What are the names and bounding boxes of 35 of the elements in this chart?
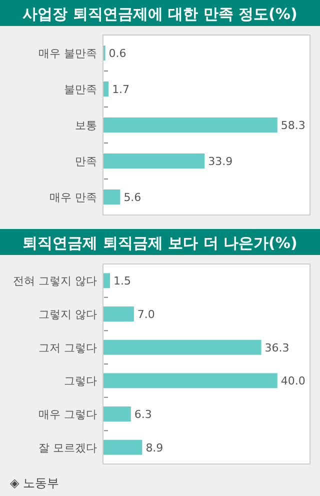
bar [104, 154, 205, 168]
y-tick-label: 그저 그렇다 [38, 341, 97, 354]
chart-title: 사업장 퇴직연금제에 대한 만족 정도(%) [22, 5, 298, 23]
data-label: 40.0 [280, 374, 306, 388]
y-tick-label: 그렇다 [64, 374, 97, 388]
y-tick-label: 보통 [75, 119, 97, 132]
y-tick-label: 매우 불만족 [38, 47, 97, 60]
data-label: 7.0 [137, 308, 155, 321]
bar [104, 440, 142, 455]
y-tick-label: 매우 만족 [50, 191, 97, 204]
text: ◈ 노동부 [10, 476, 60, 490]
bar [104, 306, 134, 322]
y-tick-label: 전혀 그렇지 않다 [13, 274, 97, 288]
data-label: 1.7 [112, 83, 130, 96]
data-label: 58.3 [280, 119, 306, 132]
data-label: 8.9 [146, 441, 164, 454]
y-tick-label: 그렇지 않다 [38, 308, 97, 321]
y-tick-label: 만족 [75, 155, 97, 168]
data-label: 5.6 [124, 191, 142, 204]
bar [104, 118, 278, 132]
data-label: 33.9 [208, 155, 233, 168]
y-tick-label: 불만족 [64, 83, 97, 96]
bar [104, 190, 120, 204]
y-tick-label: 잘 모르겠다 [38, 441, 97, 454]
bar [104, 273, 110, 288]
bar [104, 340, 262, 355]
chart-title: 퇴직연금제 퇴직금제 보다 더 나은가(%) [22, 234, 298, 252]
y-tick-label: 매우 그렇다 [38, 408, 97, 421]
data-label: 6.3 [134, 408, 152, 421]
bar [104, 82, 109, 96]
bar [104, 406, 131, 422]
data-label: 0.6 [108, 47, 126, 60]
data-label: 36.3 [264, 341, 290, 354]
data-label: 1.5 [114, 274, 132, 288]
bar [104, 373, 278, 388]
